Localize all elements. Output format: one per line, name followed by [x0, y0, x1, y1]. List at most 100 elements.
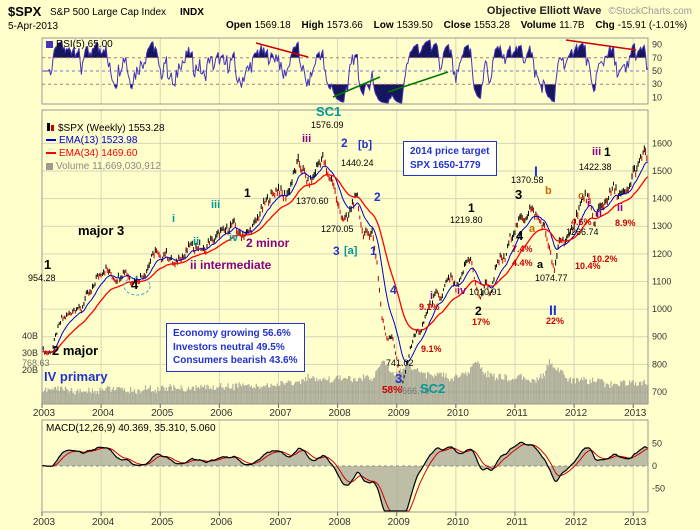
wave-annotation: 2 major [52, 343, 99, 358]
svg-text:50: 50 [652, 439, 662, 449]
wave-annotation: 17% [472, 317, 491, 327]
svg-text:2005: 2005 [151, 408, 174, 419]
chg-value: -15.91 (-1.01%) [617, 20, 688, 31]
wave-annotation: 1266.74 [566, 227, 599, 237]
wave-annotation: 10.4% [575, 261, 601, 271]
sentiment-investors: Investors neutral 49.5% [173, 341, 285, 353]
high-value: 1573.66 [326, 20, 363, 31]
svg-text:1400: 1400 [652, 194, 672, 204]
source-credit: ©StockCharts.com [608, 6, 692, 17]
svg-text:2008: 2008 [328, 408, 351, 419]
sentiment-box: Economy growing 56.6% Investors neutral … [166, 323, 305, 372]
close-value: 1553.28 [473, 20, 510, 31]
sentiment-economy: Economy growing 56.6% [173, 328, 291, 339]
ticker-exchange: INDX [180, 7, 204, 18]
wave-annotation: [b] [358, 139, 373, 151]
svg-text:2009: 2009 [388, 408, 411, 419]
wave-annotation: IV primary [44, 369, 108, 384]
volume-legend: Volume 11,669,030,912 [46, 162, 161, 172]
wave-annotation: a [537, 259, 544, 271]
wave-annotation: 7.4% [512, 244, 533, 254]
svg-text:2008: 2008 [328, 517, 351, 528]
candlestick-icon [46, 122, 55, 135]
svg-text:900: 900 [652, 332, 667, 342]
ticker-symbol: $SPX [8, 4, 42, 19]
wave-annotation: 1 [468, 201, 475, 215]
wave-annotation: 8.9% [615, 218, 636, 228]
wave-annotation: 3 [515, 187, 523, 202]
wave-annotation: 1 [244, 186, 251, 200]
svg-text:90: 90 [652, 40, 662, 50]
wave-annotation: 954.28 [28, 273, 56, 283]
ema34-line [41, 174, 649, 353]
svg-text:2013: 2013 [624, 517, 647, 528]
svg-text:2003: 2003 [33, 517, 56, 528]
svg-text:30: 30 [652, 79, 662, 89]
svg-text:2006: 2006 [210, 408, 233, 419]
wave-annotation: iv [457, 285, 467, 297]
ema13-line [41, 161, 649, 363]
quote-row: Open 1569.18 High 1573.66 Low 1539.50 Close… [218, 20, 687, 31]
wave-annotation: 2 minor [246, 236, 290, 250]
svg-text:40B: 40B [22, 331, 38, 341]
ema34-legend: EMA(34) 1469.60 [46, 149, 137, 159]
wave-annotation: iii [302, 133, 312, 145]
svg-text:2010: 2010 [447, 408, 470, 419]
wave-annotation: 2 [475, 304, 482, 318]
wave-annotation: 1270.05 [321, 224, 354, 234]
close-label: Close [443, 20, 471, 31]
wave-annotation: 1576.09 [311, 120, 344, 130]
svg-text:2006: 2006 [210, 517, 233, 528]
wave-annotation: iv [229, 232, 239, 244]
ema34-legend-text: EMA(34) 1469.60 [59, 148, 138, 159]
wave-annotation: 10.2% [592, 254, 618, 264]
wave-annotation: 4 [131, 277, 139, 292]
wave-annotation: ii intermediate [190, 258, 272, 272]
wave-annotation: b [545, 185, 552, 197]
wave-annotation: 2 [341, 136, 348, 150]
wave-annotation: i [430, 290, 434, 302]
wave-annotation: 666.79 [402, 386, 430, 396]
wave-annotation: ii [617, 202, 624, 214]
panel-borders [41, 37, 649, 513]
wave-annotation: 2 [374, 190, 381, 204]
macd-legend: MACD(12,26,9) 40.369, 35.310, 5.060 [46, 424, 216, 434]
wave-annotation: 1370.58 [511, 175, 544, 185]
wave-annotation: [a] [344, 245, 358, 257]
svg-text:2012: 2012 [565, 408, 588, 419]
wave-annotation: 22% [546, 316, 565, 326]
wave-annotation: ii [193, 236, 200, 248]
price-candles [42, 145, 649, 389]
wave-annotation: SC1 [316, 104, 342, 119]
svg-text:800: 800 [652, 359, 667, 369]
svg-text:1000: 1000 [652, 304, 672, 314]
wave-annotation: 1074.77 [535, 273, 568, 283]
svg-text:2004: 2004 [92, 517, 115, 528]
price-target-line: 2014 price target [410, 146, 490, 157]
rsi-swatch-icon [46, 40, 53, 48]
low-label: Low [373, 20, 394, 31]
wave-annotation: iii [592, 146, 602, 158]
svg-text:2004: 2004 [92, 408, 115, 419]
wave-annotation: SC2 [420, 381, 446, 396]
svg-text:2013: 2013 [624, 408, 647, 419]
svg-text:1200: 1200 [652, 249, 672, 259]
wave-annotation: major 3 [78, 223, 125, 238]
wave-annotation: 1422.38 [579, 162, 612, 172]
symbol-legend: $SPX (Weekly) 1553.28 [46, 122, 165, 135]
ema13-line-icon [46, 139, 56, 142]
wave-annotation: 1370.60 [296, 196, 329, 206]
wave-annotation: 9.1% [421, 344, 442, 354]
svg-text:10: 10 [652, 92, 662, 102]
price-target-range: SPX 1650-1779 [410, 159, 481, 171]
low-value: 1539.50 [396, 20, 433, 31]
wave-annotation: 1219.80 [450, 215, 483, 225]
quote-date: 5-Apr-2013 [8, 21, 59, 32]
svg-text:2009: 2009 [388, 517, 411, 528]
svg-text:2011: 2011 [506, 517, 528, 528]
wave-annotation: 3 [333, 244, 340, 258]
macd-series [41, 441, 649, 512]
wave-annotation: II [549, 302, 557, 318]
